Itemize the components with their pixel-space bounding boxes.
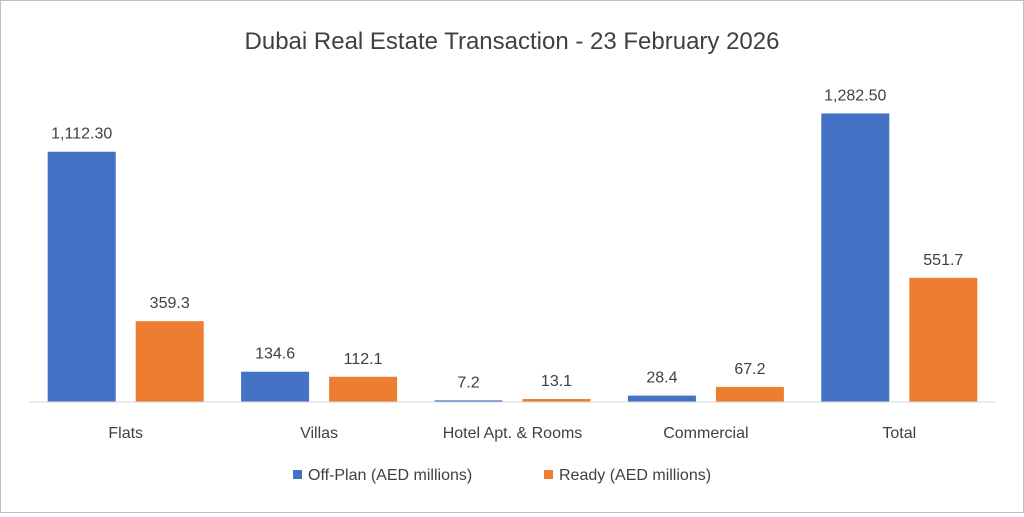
bar-ready-3: [715, 386, 784, 402]
x-tick-label: Villas: [300, 425, 338, 442]
data-label-ready-1: 112.1: [344, 351, 383, 368]
data-label-off-plan-2: 7.2: [457, 374, 479, 391]
data-label-ready-3: 67.2: [734, 361, 765, 378]
bars-layer: 1,112.30 359.3 134.6 112.1 7.2 13.1 28.4 67.2 1,…: [47, 87, 978, 402]
x-tick-labels: Flats Villas Hotel Apt. & Rooms Commercial T…: [108, 425, 916, 442]
x-tick-label: Hotel Apt. & Rooms: [443, 425, 583, 442]
chart-title: Dubai Real Estate Transaction - 23 Febru…: [245, 28, 780, 55]
x-tick-label: Flats: [108, 425, 143, 442]
bar-ready-2: [522, 399, 591, 402]
legend: Off-Plan (AED millions) Ready (AED milli…: [293, 467, 711, 484]
bar-off-plan-1: [241, 371, 310, 402]
legend-label-ready: Ready (AED millions): [559, 467, 711, 484]
bar-ready-0: [135, 321, 204, 402]
data-label-off-plan-0: 1,112.30: [51, 126, 112, 143]
data-label-ready-2: 13.1: [541, 373, 572, 390]
bar-ready-4: [909, 277, 978, 402]
data-label-ready-4: 551.7: [923, 252, 963, 269]
data-label-off-plan-1: 134.6: [255, 346, 295, 363]
data-label-off-plan-4: 1,282.50: [824, 87, 886, 104]
legend-label-off-plan: Off-Plan (AED millions): [308, 467, 472, 484]
legend-swatch-ready: [544, 470, 553, 479]
bar-off-plan-3: [627, 395, 696, 402]
bar-ready-1: [329, 376, 398, 402]
x-tick-label: Commercial: [663, 425, 748, 442]
x-tick-label: Total: [882, 425, 916, 442]
data-label-ready-0: 359.3: [150, 295, 190, 312]
bar-off-plan-0: [47, 151, 116, 402]
bar-off-plan-4: [821, 113, 890, 402]
bar-off-plan-2: [434, 400, 503, 402]
data-label-off-plan-3: 28.4: [646, 370, 677, 387]
legend-swatch-off-plan: [293, 470, 302, 479]
